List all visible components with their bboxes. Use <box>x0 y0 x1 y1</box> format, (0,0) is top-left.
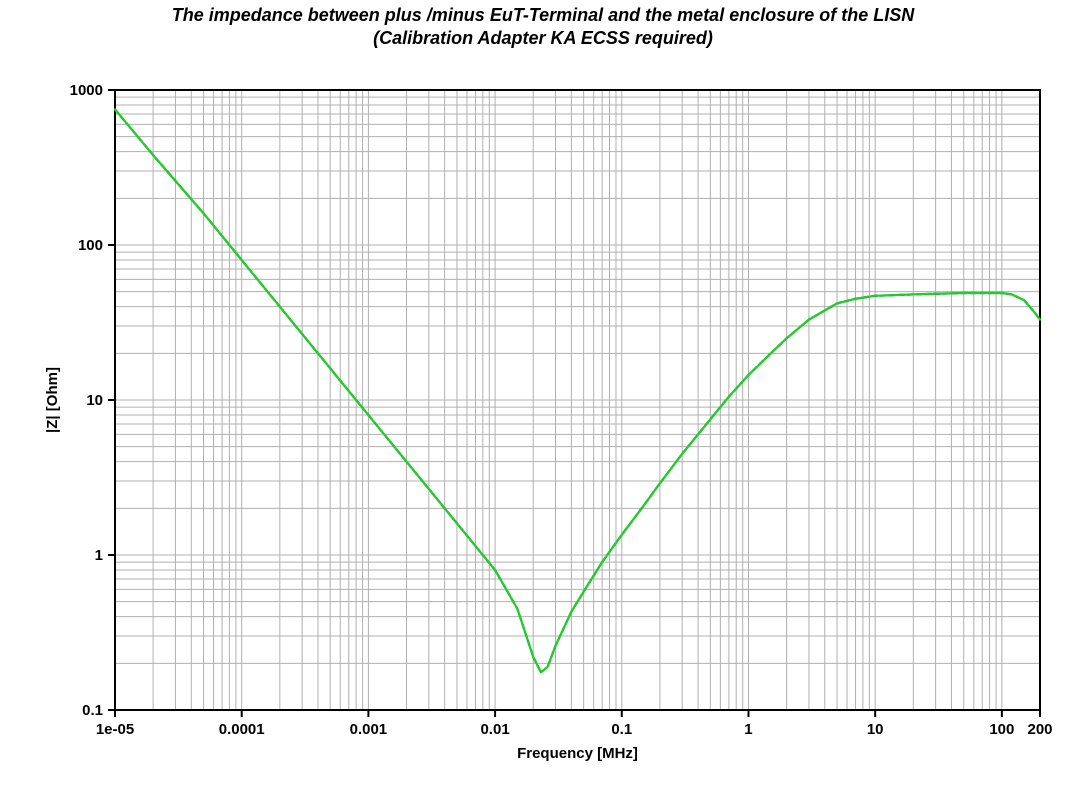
chart-svg: 1e-05 0.0001 0.001 0.01 0.1 1 10 100 200 0.1 1 10 10… <box>40 70 1060 770</box>
svg-text:100: 100 <box>78 237 103 254</box>
svg-text:0.01: 0.01 <box>480 721 509 738</box>
svg-text:1000: 1000 <box>70 82 103 99</box>
svg-text:1: 1 <box>95 547 103 564</box>
svg-text:Frequency [MHz]: Frequency [MHz] <box>517 745 638 762</box>
chart-title: The impedance between plus /minus EuT-Te… <box>0 0 1086 49</box>
svg-text:10: 10 <box>867 721 884 738</box>
chart-title-line2: (Calibration Adapter KA ECSS required) <box>0 27 1086 50</box>
svg-text:200: 200 <box>1027 721 1052 738</box>
svg-text:100: 100 <box>989 721 1014 738</box>
svg-text:|Z| [Ohm]: |Z| [Ohm] <box>44 367 61 433</box>
chart-title-line1: The impedance between plus /minus EuT-Te… <box>0 4 1086 27</box>
svg-text:0.0001: 0.0001 <box>219 721 265 738</box>
impedance-chart: 1e-05 0.0001 0.001 0.01 0.1 1 10 100 200 0.1 1 10 10… <box>40 70 1060 770</box>
svg-text:1e-05: 1e-05 <box>96 721 134 738</box>
svg-text:1: 1 <box>744 721 752 738</box>
svg-text:10: 10 <box>86 392 103 409</box>
svg-text:0.001: 0.001 <box>350 721 388 738</box>
svg-text:0.1: 0.1 <box>82 702 103 719</box>
svg-text:0.1: 0.1 <box>611 721 632 738</box>
